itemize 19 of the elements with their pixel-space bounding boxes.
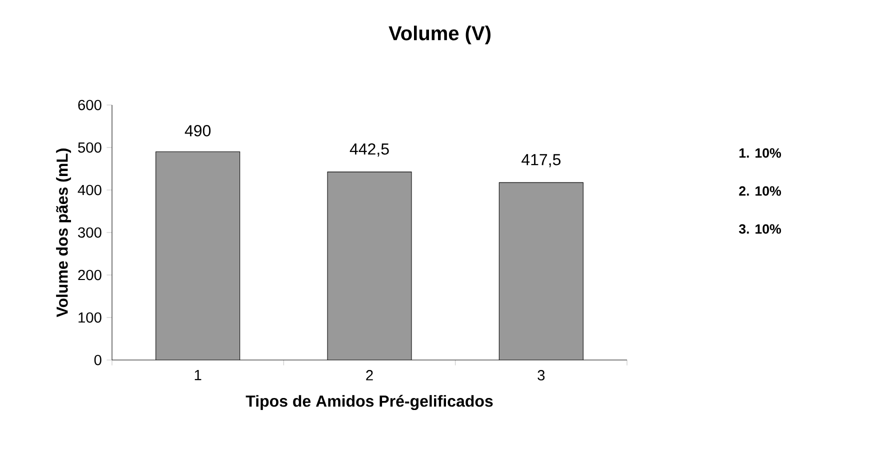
x-tick-label: 2 — [366, 370, 373, 380]
y-tick-label: 200 — [78, 270, 102, 280]
chart-title: Volume (V) — [388, 26, 490, 44]
data-label: 417,5 — [522, 154, 560, 168]
y-tick-label: 0 — [94, 354, 102, 366]
y-tick-label: 500 — [78, 142, 102, 153]
data-label: 442,5 — [350, 143, 389, 157]
text: 1. 10% — [739, 148, 782, 158]
y-tick-label: 100 — [78, 312, 102, 323]
y-axis-title: Volume dos pães (mL) — [56, 148, 72, 318]
data-label: 490 — [184, 125, 211, 136]
x-tick-label: 1 — [194, 370, 202, 380]
y-tick-label: 400 — [78, 184, 102, 196]
text: 2. 10% — [739, 186, 782, 196]
x-axis-title: Tipos de Amidos Pré-gelificados — [246, 394, 493, 410]
y-tick-label: 600 — [78, 100, 102, 110]
y-tick-label: 300 — [78, 227, 102, 238]
text: 3. 10% — [738, 224, 782, 234]
x-tick-label: 3 — [538, 370, 545, 380]
